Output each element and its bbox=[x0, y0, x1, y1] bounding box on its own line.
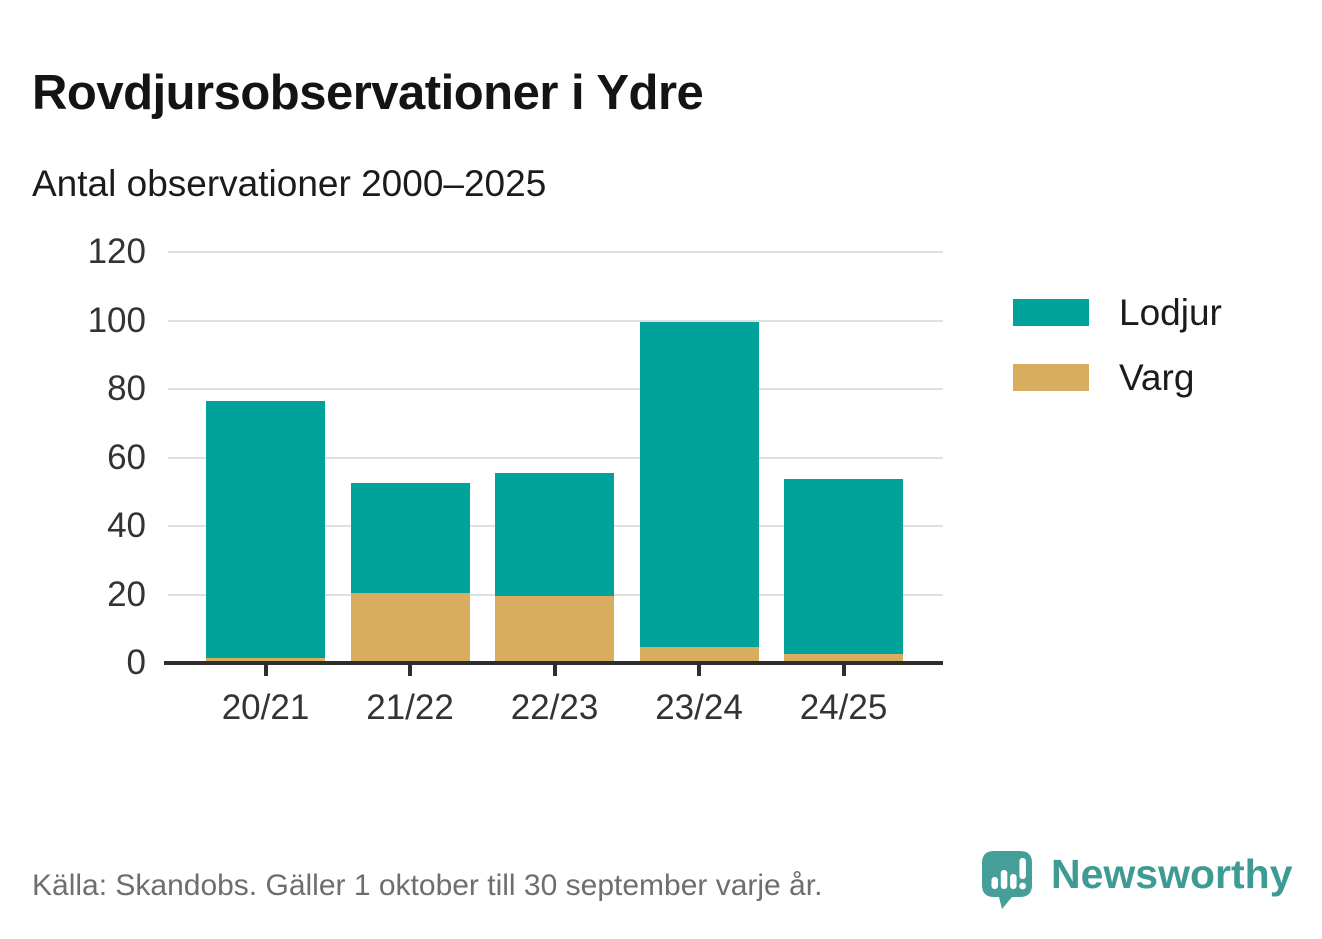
chart-title: Rovdjursobservationer i Ydre bbox=[32, 65, 704, 120]
bar-segment-varg bbox=[784, 654, 903, 661]
gridline bbox=[168, 251, 943, 253]
gridline bbox=[168, 319, 943, 322]
y-tick-label: 80 bbox=[107, 369, 146, 408]
y-tick-label: 60 bbox=[107, 437, 146, 477]
gridline bbox=[168, 388, 943, 390]
y-tick-label: 100 bbox=[87, 300, 146, 340]
x-tick-label: 20/21 bbox=[221, 688, 310, 727]
x-tick-label: 22/23 bbox=[510, 688, 599, 727]
bar-segment-lodjur bbox=[206, 400, 325, 658]
y-tick-label: 20 bbox=[107, 574, 146, 614]
y-tick-label: 120 bbox=[87, 232, 146, 271]
bar-segment-lodjur bbox=[784, 479, 903, 655]
y-axis: 0 20 40 60 80 100 120 bbox=[0, 232, 146, 682]
bar-segment-varg bbox=[206, 657, 325, 661]
legend-row: Lodjur bbox=[1013, 294, 1222, 331]
bar-segment-varg bbox=[639, 647, 759, 661]
legend-row: Varg bbox=[1013, 359, 1222, 396]
bar-segment-varg bbox=[495, 595, 614, 661]
bar-segment-lodjur bbox=[495, 472, 614, 596]
source-note: Källa: Skandobs. Gäller 1 oktober till 3… bbox=[32, 869, 823, 902]
x-tick bbox=[697, 665, 701, 676]
legend-label: Varg bbox=[1119, 357, 1195, 398]
newsworthy-wordmark: Newsworthy bbox=[1051, 851, 1293, 897]
x-tick bbox=[552, 665, 557, 676]
y-tick-label: 40 bbox=[107, 506, 146, 545]
newsworthy-speech-bubble-bar-chart-icon bbox=[982, 851, 1032, 909]
x-tick-label: 24/25 bbox=[799, 688, 888, 727]
x-tick bbox=[841, 665, 846, 676]
bar-segment-lodjur bbox=[639, 321, 759, 648]
x-tick-label: 21/22 bbox=[366, 688, 454, 727]
legend-label: Lodjur bbox=[1119, 292, 1222, 333]
chart-legend: Lodjur Varg bbox=[1013, 294, 1222, 396]
x-tick bbox=[408, 665, 412, 676]
newsworthy-logo: Newsworthy bbox=[981, 846, 1293, 910]
x-tick bbox=[263, 665, 268, 676]
bar-segment-lodjur bbox=[350, 482, 470, 593]
bar-chart-plot: 20/21 21/22 22/23 23/24 24/25 bbox=[164, 251, 943, 727]
legend-swatch-varg bbox=[1013, 364, 1089, 391]
bar-segment-varg bbox=[350, 592, 470, 661]
x-tick-label: 23/24 bbox=[655, 688, 743, 727]
legend-swatch-lodjur bbox=[1013, 299, 1089, 326]
chart-subtitle: Antal observationer 2000–2025 bbox=[32, 163, 547, 204]
gridline bbox=[168, 456, 943, 459]
x-axis-line bbox=[164, 661, 943, 665]
y-tick-label: 0 bbox=[126, 643, 146, 682]
